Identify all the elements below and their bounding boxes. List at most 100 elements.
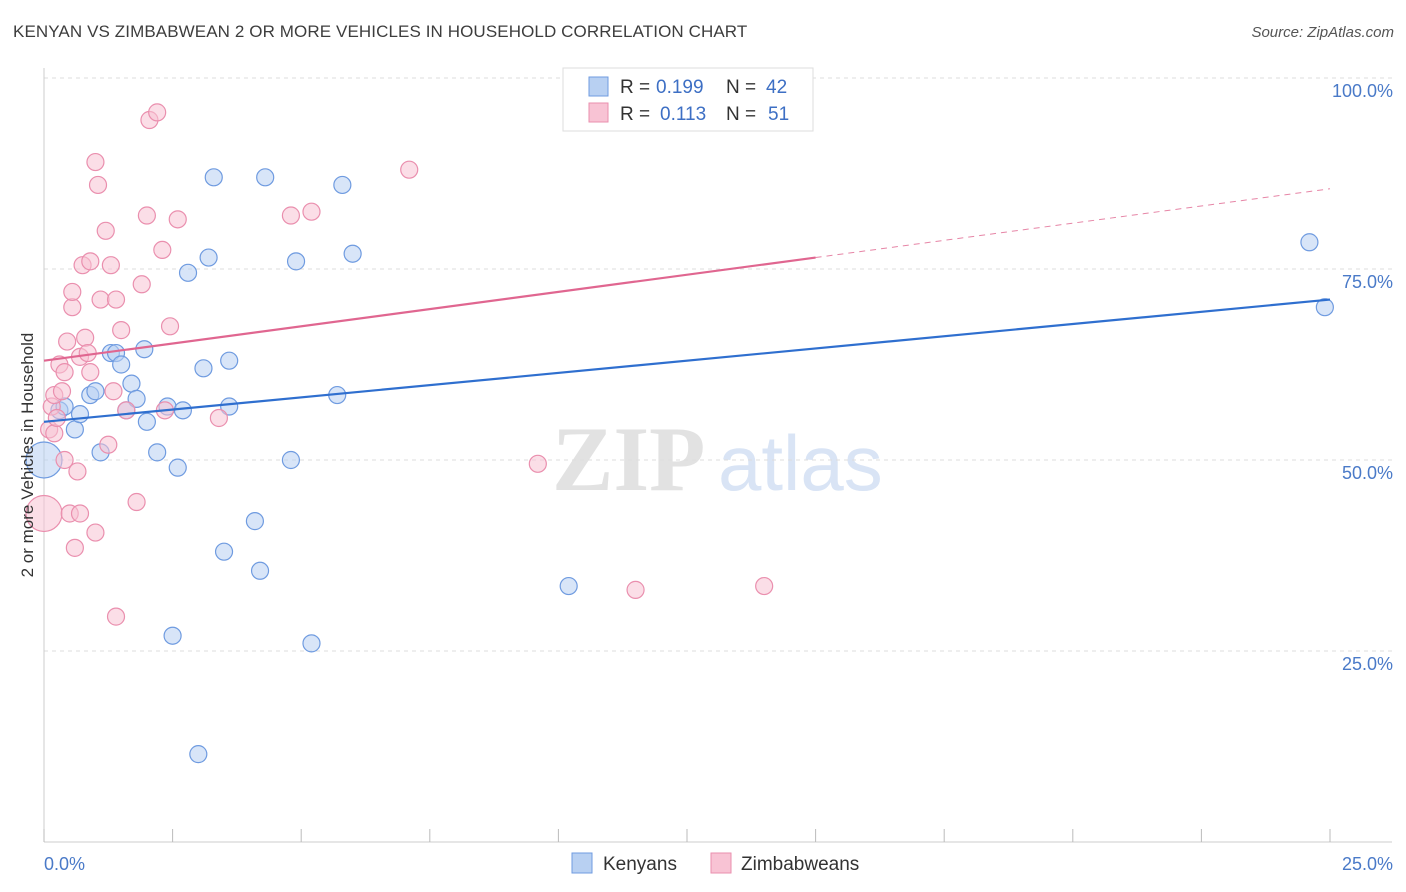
zimbabwean-trend-line: [43, 256, 816, 362]
zimbabwean-point: [132, 275, 151, 294]
zimbabwean-point: [117, 401, 136, 420]
kenyan-point: [122, 374, 141, 393]
legend-kenyan-n-value: 42: [766, 77, 787, 98]
kenyan-point: [127, 389, 146, 408]
correlation-legend: R = 0.199 N = 42 R = 0.113 N = 51: [562, 67, 814, 132]
bottom-legend-zim-label: Zimbabweans: [741, 854, 859, 875]
kenyan-point: [65, 420, 84, 439]
watermark-zip: ZIP: [552, 408, 705, 510]
legend-kenyan-swatch: [588, 76, 609, 97]
legend-kenyan-r-label: R =: [620, 77, 650, 98]
zimbabwean-point: [99, 435, 118, 454]
kenyan-point: [250, 561, 270, 580]
x-tick-label: 0.0%: [44, 854, 85, 874]
kenyan-point: [137, 412, 156, 431]
kenyan-point: [163, 626, 182, 645]
watermark-atlas: atlas: [718, 419, 883, 507]
bottom-legend-zim-swatch: [710, 852, 732, 874]
source-label: Source: ZipAtlas.com: [1251, 24, 1394, 41]
zimbabwean-point: [81, 252, 100, 271]
zimbabwean-point: [755, 576, 774, 596]
zimbabwean-point: [106, 607, 126, 626]
kenyan-point: [178, 263, 198, 282]
y-tick-label: 50.0%: [1342, 463, 1393, 483]
kenyan-point: [281, 450, 301, 470]
zimbabwean-point: [86, 523, 105, 542]
trend-lines: [43, 188, 1331, 423]
zimbabwean-point: [137, 206, 156, 225]
zimbabwean-point: [106, 290, 126, 309]
kenyan-point: [302, 634, 321, 653]
kenyan-point: [204, 168, 223, 187]
kenyan-point: [173, 401, 192, 420]
kenyan-point: [70, 405, 90, 424]
zimbabwean-point: [168, 210, 187, 229]
legend-zim-n-label: N =: [726, 104, 756, 125]
zimbabwean-point: [281, 206, 301, 225]
kenyan-point: [1300, 233, 1319, 252]
kenyan-point: [333, 175, 352, 195]
legend-kenyan-n-label: N =: [726, 77, 756, 98]
zimbabwean-point: [65, 538, 84, 557]
legend-kenyan-r-value: 0.199: [656, 77, 704, 98]
zimbabwean-point: [81, 363, 100, 382]
zimbabwean-point: [88, 175, 108, 195]
zimbabwean-point: [400, 160, 419, 179]
zimbabwean-point: [45, 424, 64, 443]
legend-zim-swatch: [588, 102, 609, 123]
zimbabwean-point: [148, 103, 167, 122]
zimbabwean-point: [101, 256, 120, 275]
kenyan-point: [194, 359, 213, 378]
kenyan-point: [559, 576, 578, 596]
kenyan-point: [220, 351, 239, 370]
kenyan-point: [168, 458, 187, 477]
kenyan-point: [189, 745, 208, 764]
kenyan-point: [214, 542, 234, 561]
zimbabwean-point: [626, 580, 645, 599]
zimbabwean-point: [528, 454, 547, 473]
y-axis-title: 2 or more Vehicles in Household: [18, 333, 37, 578]
zimbabwean-point: [127, 492, 146, 512]
y-tick-label: 100.0%: [1332, 81, 1393, 101]
zimbabwean-point: [68, 462, 87, 481]
series-legend: Kenyans Zimbabweans: [571, 852, 859, 875]
zimbabwean-point: [58, 332, 77, 351]
zimbabwean-point: [302, 202, 321, 221]
zimbabwean-point: [63, 298, 82, 317]
zimbabwean-point: [91, 290, 110, 309]
kenyan-point: [343, 244, 362, 263]
y-tick-label: 25.0%: [1342, 654, 1393, 674]
zimbabwean-point: [55, 450, 74, 470]
zimbabwean-point: [55, 363, 74, 382]
y-tick-label: 75.0%: [1342, 272, 1393, 292]
zimbabwean-point: [63, 282, 82, 302]
chart-title: KENYAN VS ZIMBABWEAN 2 OR MORE VEHICLES …: [13, 22, 748, 41]
x-tick-label: 25.0%: [1342, 854, 1393, 874]
kenyan-point: [245, 512, 265, 531]
bottom-legend-kenyan-label: Kenyans: [603, 854, 677, 875]
zimbabwean-point: [86, 152, 105, 172]
zimbabwean-points: [25, 103, 774, 626]
zimbabwean-point: [209, 408, 228, 428]
zimbabwean-point: [160, 317, 180, 336]
kenyan-point: [1315, 298, 1334, 317]
kenyan-point: [199, 248, 218, 267]
kenyan-point: [286, 252, 306, 271]
kenyan-point: [256, 168, 275, 187]
kenyan-point: [148, 443, 167, 462]
legend-zim-r-label: R =: [620, 104, 650, 125]
zimbabwean-point: [76, 328, 95, 347]
axes: 100.0% 75.0% 50.0% 25.0% 0.0% 25.0%: [43, 68, 1393, 874]
kenyan-point: [112, 355, 131, 374]
legend-zim-n-value: 51: [768, 104, 789, 125]
zimbabwean-point: [52, 382, 72, 401]
kenyan-point: [220, 397, 239, 416]
kenyan-point: [86, 382, 105, 401]
zimbabwean-trend-extension: [815, 188, 1331, 259]
zimbabwean-point: [112, 321, 131, 340]
zimbabwean-point: [47, 408, 66, 428]
zimbabwean-point: [96, 221, 115, 240]
zimbabwean-point: [104, 382, 123, 401]
kenyan-trend-line: [43, 298, 1331, 423]
